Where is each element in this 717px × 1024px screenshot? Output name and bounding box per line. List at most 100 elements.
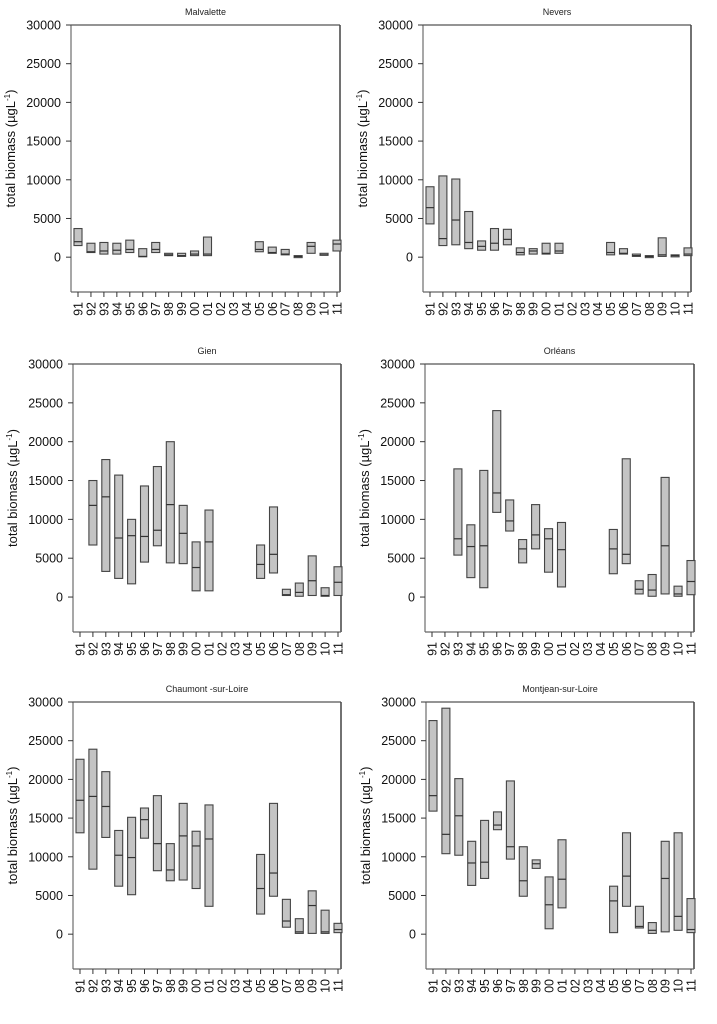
y-tick-label: 15000 xyxy=(381,812,416,826)
x-tick-label: 02 xyxy=(565,302,579,316)
box-rect xyxy=(479,469,489,589)
x-tick-label: 01 xyxy=(556,979,570,993)
x-tick-label: 06 xyxy=(267,642,281,656)
box-07 xyxy=(281,588,291,597)
panel-nevers: Nevers050001000015000200002500030000tota… xyxy=(355,7,696,316)
box-06 xyxy=(621,458,631,565)
box-93 xyxy=(453,468,463,556)
panel-malvalette: Malvalette050001000015000200002500030000… xyxy=(3,7,345,316)
box-rect xyxy=(634,580,644,595)
box-06 xyxy=(268,506,279,574)
y-axis-label: total biomass (µgL-1) xyxy=(5,429,20,547)
box-rect xyxy=(531,504,541,550)
y-tick-label: 30000 xyxy=(378,19,413,33)
y-tick-label: 20000 xyxy=(28,773,63,787)
box-rect xyxy=(151,241,161,254)
box-10 xyxy=(673,585,683,597)
box-95 xyxy=(127,816,137,896)
x-tick-label: 00 xyxy=(540,302,554,316)
box-11 xyxy=(332,239,342,252)
box-rect xyxy=(441,707,451,855)
box-00 xyxy=(191,541,201,592)
x-tick-label: 07 xyxy=(280,642,294,656)
x-tick-label: 95 xyxy=(478,979,492,993)
box-rect xyxy=(518,846,528,897)
panel-title: Orléans xyxy=(544,346,576,356)
box-94 xyxy=(467,840,477,886)
box-rect xyxy=(480,819,490,880)
box-98 xyxy=(165,843,175,882)
box-rect xyxy=(647,573,657,597)
box-91 xyxy=(75,758,85,834)
x-tick-label: 11 xyxy=(332,642,346,655)
x-tick-label: 97 xyxy=(149,302,163,316)
y-tick-label: 25000 xyxy=(378,57,413,71)
y-axis-label-close: ) xyxy=(358,767,373,771)
box-99 xyxy=(178,802,188,881)
x-tick-label: 96 xyxy=(136,302,150,316)
x-tick-label: 98 xyxy=(514,302,528,316)
x-tick-label: 92 xyxy=(86,642,100,656)
y-tick-label: 0 xyxy=(56,928,63,942)
x-tick-label: 06 xyxy=(620,979,634,993)
y-tick-label: 10000 xyxy=(380,513,415,527)
x-tick-label: 91 xyxy=(74,642,88,656)
box-rect xyxy=(543,528,554,573)
box-rect xyxy=(492,410,502,513)
box-11 xyxy=(686,898,696,934)
box-07 xyxy=(634,905,644,929)
y-tick-label: 15000 xyxy=(378,135,413,149)
x-tick-label: 01 xyxy=(203,642,217,656)
y-axis-label-close: ) xyxy=(355,90,370,94)
x-tick-label: 07 xyxy=(279,302,293,316)
y-tick-label: 25000 xyxy=(380,396,415,410)
x-tick-label: 00 xyxy=(188,302,202,316)
x-tick-label: 00 xyxy=(190,979,204,993)
box-rect xyxy=(139,485,150,563)
y-axis-label-close: ) xyxy=(5,429,20,433)
x-tick-label: 91 xyxy=(426,642,440,656)
box-rect xyxy=(101,771,111,838)
x-tick-label: 92 xyxy=(436,302,450,316)
box-rect xyxy=(621,458,631,565)
x-tick-label: 07 xyxy=(280,979,294,993)
box-08 xyxy=(644,255,654,259)
box-rect xyxy=(557,839,567,909)
box-rect xyxy=(307,555,317,597)
box-11 xyxy=(333,922,343,934)
box-11 xyxy=(683,247,693,257)
x-tick-label: 92 xyxy=(438,642,452,656)
box-92 xyxy=(441,707,451,855)
x-tick-label: 09 xyxy=(305,302,319,316)
x-tick-label: 96 xyxy=(138,642,152,656)
y-tick-label: 25000 xyxy=(26,57,61,71)
x-tick-label: 98 xyxy=(164,979,178,993)
y-tick-label: 20000 xyxy=(380,435,415,449)
box-09 xyxy=(306,241,316,254)
box-rect xyxy=(99,241,109,255)
box-rect xyxy=(256,544,266,579)
x-tick-label: 09 xyxy=(659,979,673,993)
x-tick-label: 03 xyxy=(581,979,595,993)
box-10 xyxy=(673,832,683,931)
x-tick-label: 04 xyxy=(594,979,608,993)
x-tick-label: 95 xyxy=(477,642,491,656)
box-11 xyxy=(686,559,696,596)
box-97 xyxy=(505,499,515,532)
box-92 xyxy=(88,748,98,870)
panel-title: Malvalette xyxy=(185,7,226,17)
box-rect xyxy=(489,227,500,251)
x-tick-label: 95 xyxy=(125,979,139,993)
box-rect xyxy=(464,210,474,250)
box-rect xyxy=(152,465,162,547)
box-00 xyxy=(541,242,551,255)
x-tick-label: 96 xyxy=(138,979,152,993)
box-10 xyxy=(320,587,330,597)
box-05 xyxy=(256,853,266,915)
x-tick-label: 94 xyxy=(112,979,126,993)
x-tick-label: 01 xyxy=(555,642,569,656)
box-97 xyxy=(502,228,512,246)
y-tick-label: 15000 xyxy=(380,474,415,488)
box-96 xyxy=(492,811,503,831)
x-tick-label: 11 xyxy=(685,979,699,992)
